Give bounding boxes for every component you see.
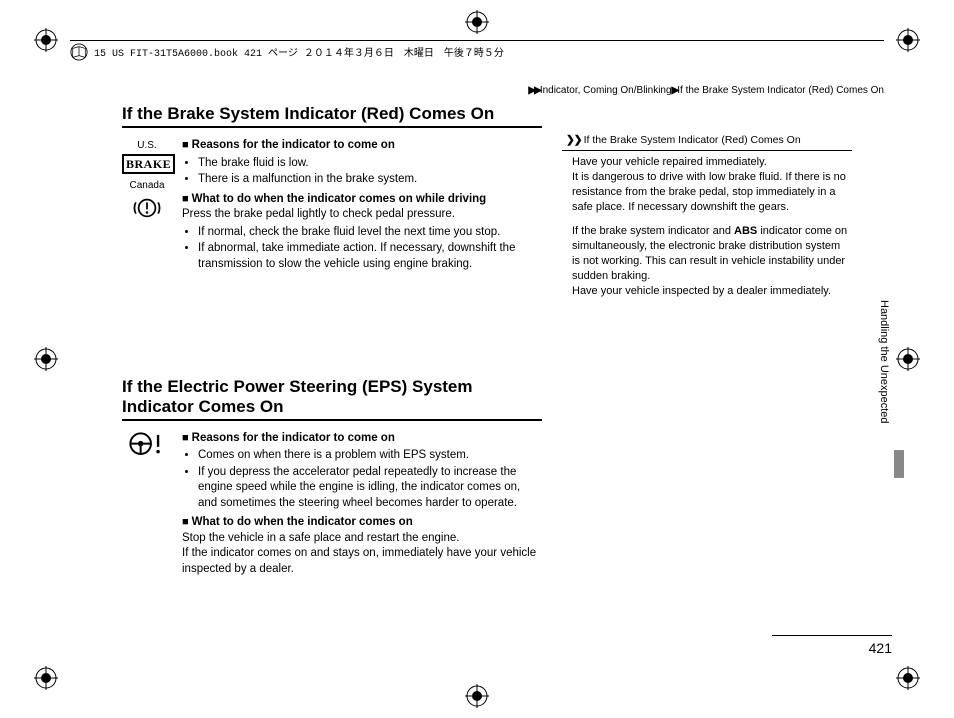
aside-text: Have your vehicle repaired immediately. xyxy=(572,156,767,168)
reg-mark-icon xyxy=(465,684,489,708)
aside-text: If the brake system indicator and xyxy=(572,225,734,237)
reg-mark-icon xyxy=(465,10,489,34)
sub-heading: What to do when the indicator comes on xyxy=(192,516,413,528)
reg-mark-icon xyxy=(34,666,58,690)
aside-panel: ❯❯If the Brake System Indicator (Red) Co… xyxy=(562,132,852,309)
aside-marker-icon: ❯❯ xyxy=(566,134,582,146)
header-text: 15 US FIT-31T5A6000.book 421 ページ ２０１４年３月… xyxy=(94,44,504,60)
body-text: If you depress the accelerator pedal rep… xyxy=(198,465,542,512)
page-rule xyxy=(772,635,892,636)
eps-steering-icon xyxy=(128,431,166,459)
sub-heading: What to do when the indicator comes on w… xyxy=(192,193,487,205)
body-text: If the indicator comes on and stays on, … xyxy=(182,546,542,577)
body-text: If abnormal, take immediate action. If n… xyxy=(198,241,542,272)
body-text: There is a malfunction in the brake syst… xyxy=(198,172,542,188)
sub-heading: Reasons for the indicator to come on xyxy=(192,139,395,151)
page-number: 421 xyxy=(869,640,892,656)
reg-mark-icon xyxy=(896,28,920,52)
brake-text-icon: BRAKE xyxy=(122,154,175,174)
body-text: The brake fluid is low. xyxy=(198,156,542,172)
indicator-icons-brake: U.S. BRAKE Canada xyxy=(122,138,172,276)
indicator-icons-eps xyxy=(122,431,172,578)
section-title-brake: If the Brake System Indicator (Red) Come… xyxy=(122,104,542,128)
reg-mark-icon xyxy=(34,28,58,52)
reg-mark-icon xyxy=(896,666,920,690)
body-text: Comes on when there is a problem with EP… xyxy=(198,448,542,464)
book-glyph-icon xyxy=(70,43,88,61)
reg-mark-icon xyxy=(34,347,58,371)
aside-text: It is dangerous to drive with low brake … xyxy=(572,171,846,213)
brake-circle-icon xyxy=(133,194,161,222)
aside-text: Have your vehicle inspected by a dealer … xyxy=(572,285,831,297)
aside-title: If the Brake System Indicator (Red) Come… xyxy=(584,134,801,146)
breadcrumb: ▶▶Indicator, Coming On/Blinking▶If the B… xyxy=(122,85,884,96)
document-header: 15 US FIT-31T5A6000.book 421 ページ ２０１４年３月… xyxy=(70,40,884,61)
body-text: Press the brake pedal lightly to check p… xyxy=(182,207,542,223)
section-title-eps: If the Electric Power Steering (EPS) Sys… xyxy=(122,377,542,421)
body-text: Stop the vehicle in a safe place and res… xyxy=(182,531,542,547)
aside-text-bold: ABS xyxy=(734,225,757,237)
reg-mark-icon xyxy=(896,347,920,371)
sub-heading: Reasons for the indicator to come on xyxy=(192,432,395,444)
body-text: If normal, check the brake fluid level t… xyxy=(198,225,542,241)
